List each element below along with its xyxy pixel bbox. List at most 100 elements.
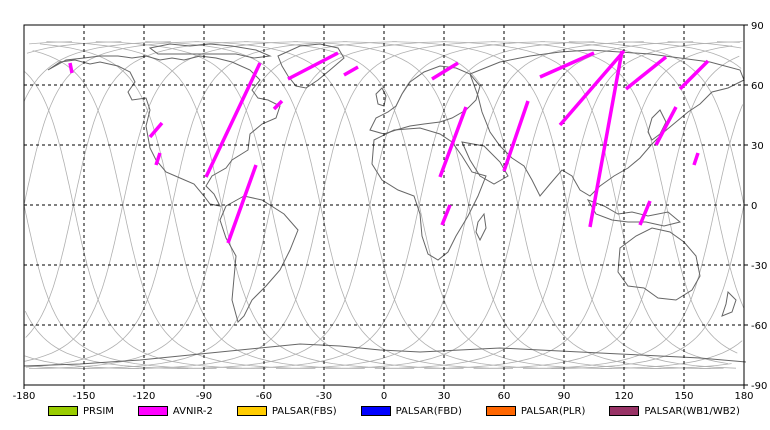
y-tick-label: -90 [751, 381, 767, 392]
coastline-southeast-asia-islands [586, 199, 682, 227]
coastlines [23, 43, 747, 367]
x-tick-label: 60 [498, 391, 511, 400]
avnir-2-observation-swaths [68, 49, 710, 244]
orbit-track [25, 41, 249, 338]
orbit-track [32, 50, 316, 369]
x-tick-label: -90 [196, 391, 212, 400]
orbit-track [600, 340, 743, 369]
legend-swatch [137, 406, 168, 416]
x-tick-label: -180 [13, 391, 36, 400]
x-tick-label: 0 [381, 391, 387, 400]
orbit-track [667, 41, 742, 49]
legend-swatch [48, 406, 78, 416]
orbit-track [23, 41, 171, 102]
coastline-arabia [461, 141, 509, 185]
coastline-antarctica [23, 343, 747, 367]
orbit-track [490, 41, 738, 354]
legend-label: PALSAR(FBS) [271, 405, 337, 417]
legend-label: AVNIR-2 [172, 405, 213, 417]
observation-swath [502, 100, 530, 172]
x-tick-label: -30 [316, 391, 332, 400]
observation-swath [638, 200, 652, 226]
latitude-tick-labels: 90 60 30 0 -30 -60 -90 [744, 21, 767, 392]
observation-swath [431, 61, 459, 81]
orbit-track [374, 41, 743, 369]
observation-swath [68, 62, 74, 74]
coastline-north-america [47, 55, 281, 207]
legend-item: PALSAR(WB1/WB2) [609, 406, 740, 417]
observation-swath [558, 49, 626, 127]
observation-swath [343, 65, 359, 77]
orbit-track [26, 41, 122, 54]
orbit-track [522, 104, 744, 369]
orbit-track [275, 41, 644, 369]
coastline-new-zealand [721, 290, 737, 317]
legend-item: PALSAR(PLR) [485, 406, 585, 417]
orbit-track [78, 41, 447, 369]
legend-item: AVNIR-2 [137, 405, 213, 417]
legend-swatch [485, 406, 516, 416]
orbit-track [39, 43, 365, 369]
orbit-track [441, 41, 729, 364]
orbit-track [24, 71, 267, 369]
observation-swath [624, 55, 668, 91]
legend-label: PRSIM [83, 405, 114, 417]
coastline-south-america [219, 195, 299, 323]
orbit-track [551, 206, 745, 369]
observation-swath [226, 164, 258, 244]
legend-item: PALSAR(FBD) [360, 405, 462, 417]
orbit-track [226, 41, 595, 369]
orbit-track [243, 41, 612, 369]
sensor-legend: PRSIM AVNIR-2 PALSAR(FBS) PALSAR(FBD) PALSAR… [48, 403, 764, 419]
orbit-track [28, 41, 397, 369]
orbit-track [127, 41, 496, 369]
coastline-africa [371, 127, 487, 261]
legend-label: PALSAR(WB1/WB2) [644, 405, 740, 417]
orbit-track [24, 41, 299, 362]
coastline-europe [369, 65, 481, 135]
y-tick-label: 60 [751, 81, 764, 92]
orbit-track [23, 365, 90, 369]
orbit-track [25, 41, 348, 368]
legend-label: PALSAR(FBD) [395, 405, 462, 417]
orbit-track [424, 45, 733, 369]
observation-swath [154, 152, 162, 166]
orbit-track [194, 41, 563, 369]
observation-swath [654, 106, 678, 146]
orbit-tracks [23, 41, 745, 369]
observation-swath [438, 106, 468, 178]
observation-swath [588, 50, 624, 228]
orbit-track [46, 41, 415, 369]
coastline-arctic-islands [148, 43, 272, 59]
orbit-track [325, 41, 694, 369]
legend-swatch [236, 406, 267, 416]
coastline-australia [617, 227, 701, 301]
observation-swath [692, 152, 700, 166]
x-tick-label: -150 [73, 391, 96, 400]
orbit-track [24, 311, 189, 369]
orbit-track [23, 206, 217, 369]
world-map-plot: -180 -150 -120 -90 -60 -30 0 30 60 90 120 150 180 90… [13, 21, 768, 400]
y-tick-label: -30 [751, 261, 767, 272]
graticule-grid [24, 25, 744, 385]
orbit-track [342, 41, 711, 369]
orbit-track [24, 41, 200, 203]
legend-item: PRSIM [48, 406, 114, 417]
y-tick-label: 30 [751, 141, 764, 152]
x-tick-label: 90 [558, 391, 571, 400]
legend-swatch [609, 406, 640, 416]
coastline-great-britain [375, 87, 387, 107]
x-tick-label: -120 [133, 391, 156, 400]
observation-swath [678, 59, 710, 91]
x-tick-label: 180 [734, 391, 753, 400]
x-tick-label: -60 [256, 391, 272, 400]
orbit-track [473, 55, 740, 369]
orbit-track [29, 41, 73, 45]
longitude-tick-labels: -180 -150 -120 -90 -60 -30 0 30 60 90 120 150 180 [13, 385, 754, 400]
orbit-track [540, 41, 745, 309]
y-tick-label: 0 [751, 201, 757, 212]
observation-swath [287, 51, 339, 81]
observation-swath [272, 99, 284, 111]
x-tick-label: 120 [614, 391, 633, 400]
coastline-madagascar [475, 212, 487, 242]
